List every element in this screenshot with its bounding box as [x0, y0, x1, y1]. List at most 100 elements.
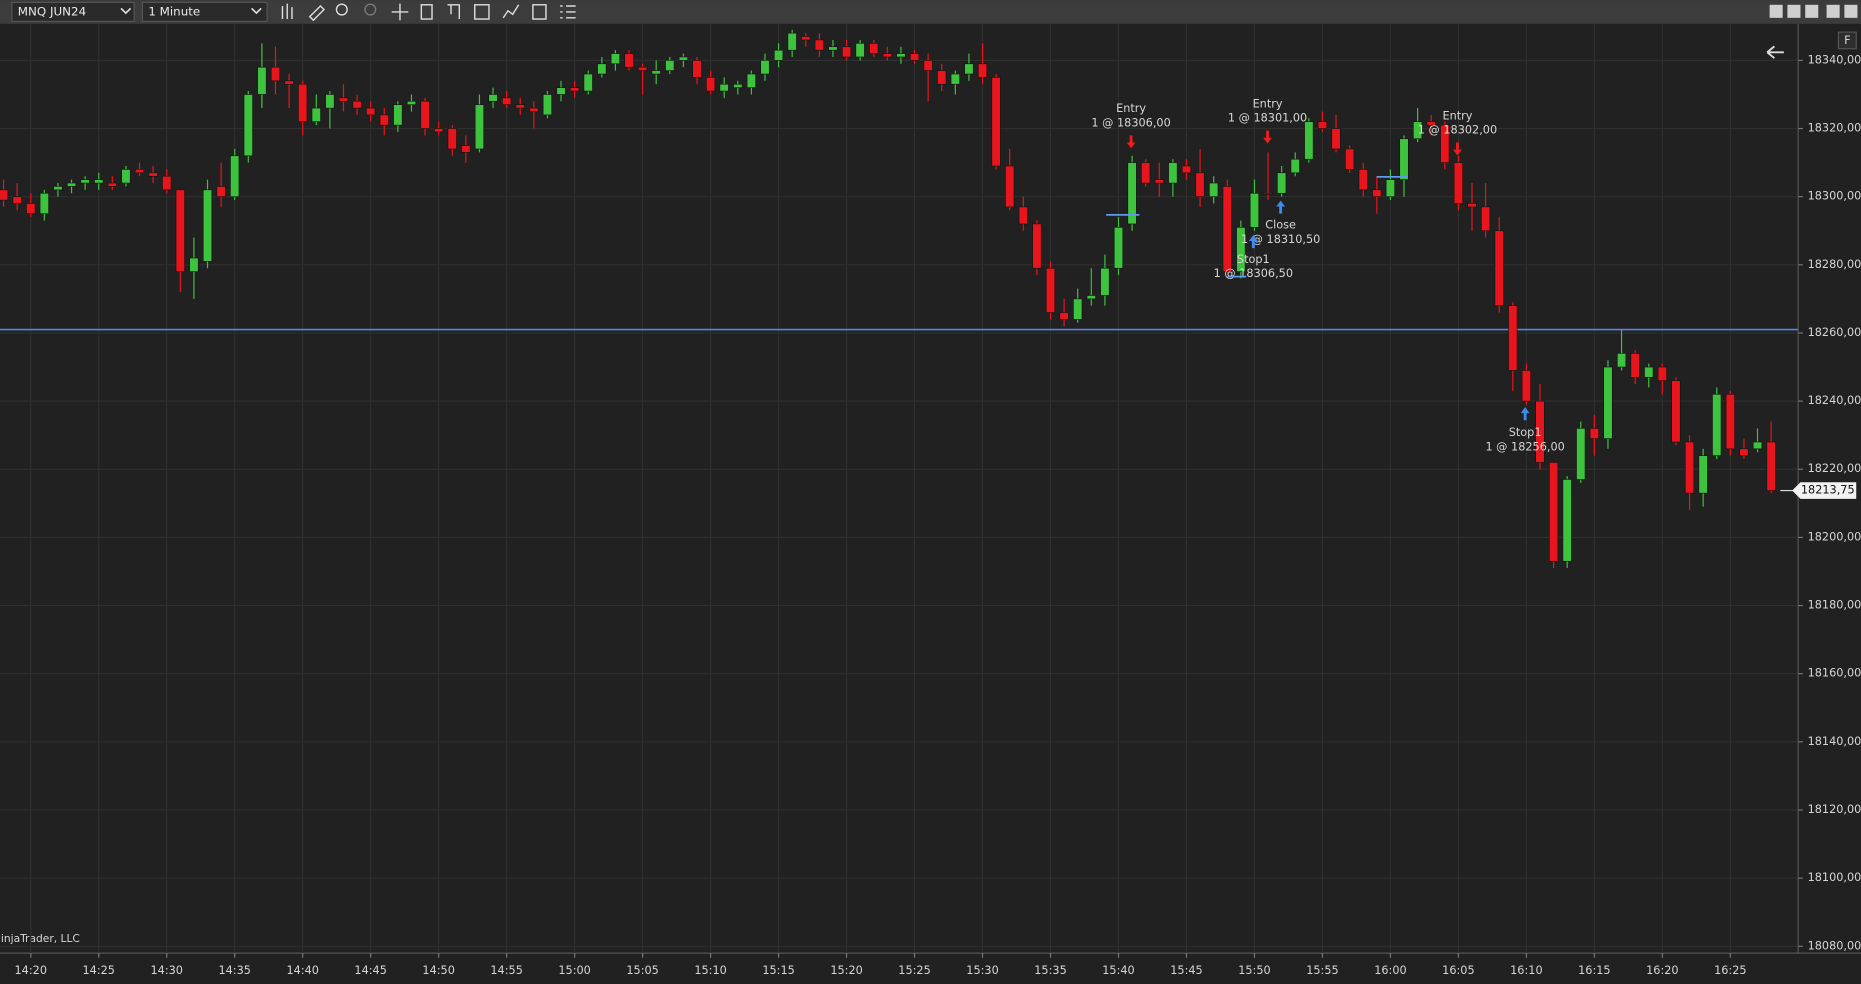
candle-body: [1032, 223, 1042, 269]
candle-body: [1494, 230, 1504, 307]
marker-detail: 1 @ 18306,50: [1214, 267, 1293, 280]
marker-arrow: [1263, 130, 1272, 144]
minimize-button[interactable]: [1805, 4, 1819, 18]
x-tick-label: 15:25: [898, 964, 930, 977]
plot: 18080,00 18100,00 18120,00 18140,00 18160,00…: [0, 23, 1861, 977]
candle-body: [570, 87, 580, 92]
candle-body: [950, 73, 960, 85]
candle-body: [1440, 124, 1450, 163]
x-tick-label: 14:35: [218, 964, 250, 977]
interval-select[interactable]: [141, 1, 268, 23]
candle-body: [1236, 227, 1246, 272]
x-tick-label: 14:25: [83, 964, 115, 977]
candle-body: [243, 94, 253, 157]
properties-icon[interactable]: [420, 4, 433, 20]
candle-body: [1385, 179, 1395, 197]
candle-body: [515, 104, 525, 109]
f-button[interactable]: [1837, 31, 1857, 50]
marker-arrow: [1453, 142, 1462, 156]
zoom-in-icon[interactable]: [335, 3, 348, 16]
marker-title: Entry: [1253, 97, 1283, 110]
marker-title: Close: [1265, 219, 1296, 232]
candle-body: [1657, 366, 1667, 381]
candle-body: [189, 257, 199, 272]
x-tick-label: 15:10: [694, 964, 726, 977]
candle-body: [692, 60, 702, 78]
candle-body: [760, 60, 770, 75]
candle-body: [338, 97, 349, 102]
candle-body: [1317, 121, 1328, 129]
candle-body: [216, 186, 226, 197]
candle-body: [1508, 305, 1518, 371]
candle-body: [325, 94, 335, 109]
candle-body: [869, 43, 879, 54]
candle-body: [1603, 366, 1613, 439]
candle-body: [270, 66, 281, 82]
candle-body: [53, 186, 63, 191]
x-tick-label: 16:10: [1510, 964, 1542, 977]
candle-body: [148, 172, 158, 177]
candle-body: [1739, 448, 1749, 456]
x-tick-label: 16:25: [1714, 964, 1746, 977]
template-icon[interactable]: [447, 4, 461, 20]
candle-body: [665, 60, 675, 71]
strategies-icon[interactable]: [502, 4, 520, 19]
candle-body: [1752, 441, 1763, 450]
window-button[interactable]: [1769, 4, 1783, 18]
candle-body: [1168, 162, 1178, 184]
y-tick-label: 18340,00: [1808, 53, 1861, 66]
candle-body: [1562, 479, 1572, 562]
candle-body: [1413, 121, 1423, 140]
close-button[interactable]: [1844, 4, 1858, 18]
candle-body: [311, 107, 321, 123]
crosshair-icon[interactable]: [391, 3, 409, 21]
instrument-select[interactable]: [11, 1, 135, 23]
candle-body: [1127, 162, 1137, 225]
candle-body: [1766, 441, 1776, 491]
candle-body: [1222, 186, 1232, 272]
candle-body: [1399, 138, 1409, 180]
candle-body: [719, 83, 729, 92]
candle-body: [12, 196, 22, 204]
candle-body: [678, 56, 688, 61]
x-tick-label: 15:35: [1034, 964, 1066, 977]
x-tick-label: 14:55: [490, 964, 522, 977]
candle-body: [1671, 380, 1681, 443]
candle-body: [121, 169, 131, 184]
candle-body: [1630, 353, 1640, 378]
candle-body: [298, 83, 308, 123]
candle-body: [841, 46, 852, 58]
candle-body: [39, 192, 49, 215]
x-tick-label: 16:00: [1374, 964, 1406, 977]
candle-body: [542, 94, 552, 116]
back-arrow[interactable]: [1766, 45, 1784, 59]
x-tick-label: 15:00: [558, 964, 590, 977]
candle-body: [26, 203, 36, 215]
toolbar-icons: [281, 3, 576, 22]
indicators-icon[interactable]: [474, 4, 490, 20]
zoom-out-icon[interactable]: [364, 3, 377, 16]
candle-body: [1644, 366, 1654, 378]
candle-body: [134, 169, 145, 174]
candle-body: [352, 100, 362, 109]
y-tick-label: 18120,00: [1808, 803, 1861, 816]
draw-icon[interactable]: [308, 4, 326, 22]
candle-body: [882, 53, 892, 58]
marker-detail: 1 @ 18306,00: [1091, 116, 1170, 129]
candle-body: [1712, 394, 1722, 456]
list-icon[interactable]: [560, 5, 576, 19]
restore-button[interactable]: [1826, 4, 1840, 18]
candle-body: [406, 100, 417, 105]
candle-body: [814, 39, 824, 51]
x-tick-label: 15:15: [762, 964, 794, 977]
x-tick-label: 15:40: [1102, 964, 1134, 977]
bars-icon[interactable]: [281, 3, 293, 20]
candle-body: [1358, 169, 1368, 191]
candle-body: [502, 97, 512, 105]
candle-body: [80, 179, 90, 184]
chevron: [251, 7, 262, 15]
data-box-icon[interactable]: [532, 4, 547, 20]
candle-body: [434, 128, 444, 133]
window-button[interactable]: [1787, 4, 1801, 18]
